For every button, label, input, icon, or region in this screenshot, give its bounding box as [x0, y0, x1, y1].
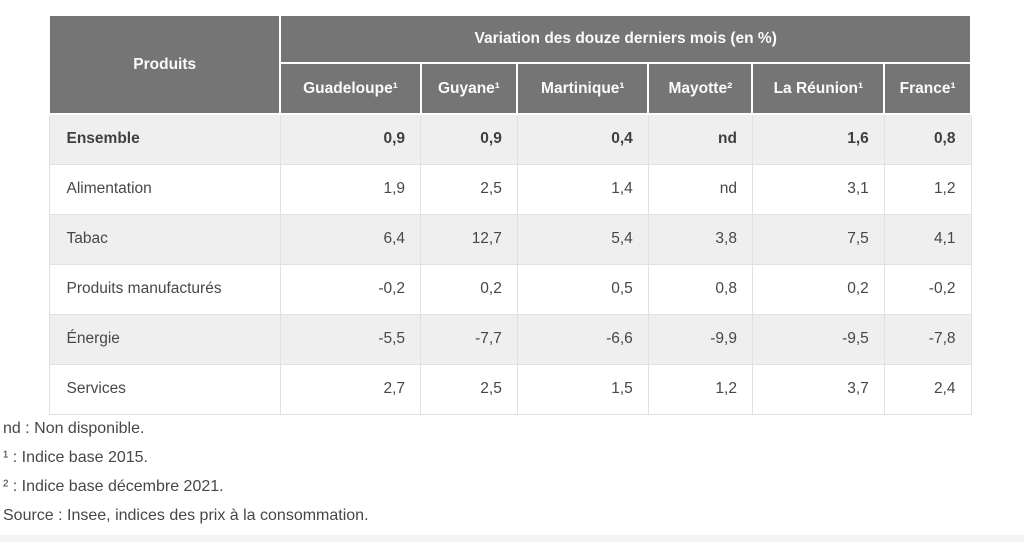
value-cell: 1,6: [751, 113, 885, 165]
value-cell: 1,4: [516, 163, 649, 215]
value-cell: 4,1: [883, 213, 972, 265]
value-cell: 1,2: [647, 363, 753, 415]
row-label: Ensemble: [48, 113, 281, 165]
value-cell: 0,9: [279, 113, 422, 165]
value-cell: -5,5: [279, 313, 422, 365]
value-cell: 12,7: [420, 213, 518, 265]
value-cell: 7,5: [751, 213, 885, 265]
table-row-alimentation: Alimentation 1,9 2,5 1,4 nd 3,1 1,2: [48, 163, 972, 215]
value-cell: 1,5: [516, 363, 649, 415]
value-cell: 1,9: [279, 163, 422, 215]
value-cell: 1,2: [883, 163, 972, 215]
value-cell: -0,2: [279, 263, 422, 315]
value-cell: 2,7: [279, 363, 422, 415]
value-cell: 3,8: [647, 213, 753, 265]
table-row-produits-manufactures: Produits manufacturés -0,2 0,2 0,5 0,8 0…: [48, 263, 972, 315]
value-cell: nd: [647, 163, 753, 215]
value-cell: 0,2: [420, 263, 518, 315]
bottom-divider-strip: [0, 535, 1024, 542]
value-cell: 5,4: [516, 213, 649, 265]
value-cell: -9,5: [751, 313, 885, 365]
value-cell: 2,5: [420, 163, 518, 215]
value-cell: 6,4: [279, 213, 422, 265]
column-header-france: France¹: [883, 62, 972, 115]
value-cell: -7,8: [883, 313, 972, 365]
value-cell: 0,8: [647, 263, 753, 315]
value-cell: nd: [647, 113, 753, 165]
value-cell: 2,4: [883, 363, 972, 415]
group-header-row: Produits Variation des douze derniers mo…: [47, 14, 972, 115]
column-header-produits: Produits: [47, 14, 282, 115]
row-label: Produits manufacturés: [48, 263, 281, 315]
column-header-mayotte: Mayotte²: [647, 62, 754, 115]
value-cell: 0,5: [516, 263, 649, 315]
data-table: Produits Variation des douze derniers mo…: [47, 14, 972, 415]
table-row-tabac: Tabac 6,4 12,7 5,4 3,8 7,5 4,1: [48, 213, 972, 265]
value-cell: 0,2: [751, 263, 885, 315]
row-label: Énergie: [48, 313, 281, 365]
value-cell: -9,9: [647, 313, 753, 365]
row-label: Alimentation: [48, 163, 281, 215]
column-header-la-reunion: La Réunion¹: [751, 62, 886, 115]
value-cell: -7,7: [420, 313, 518, 365]
footnote-base-2015: ¹ : Indice base 2015.: [3, 449, 148, 466]
column-header-guadeloupe: Guadeloupe¹: [279, 62, 422, 115]
price-variation-table: Produits Variation des douze derniers mo…: [47, 14, 972, 415]
value-cell: -6,6: [516, 313, 649, 365]
footnote-base-dec-2021: ² : Indice base décembre 2021.: [3, 478, 224, 495]
value-cell: 3,7: [751, 363, 885, 415]
value-cell: 0,8: [883, 113, 972, 165]
table-row-services: Services 2,7 2,5 1,5 1,2 3,7 2,4: [48, 363, 972, 415]
value-cell: 3,1: [751, 163, 885, 215]
value-cell: 0,9: [420, 113, 518, 165]
row-label: Services: [48, 363, 281, 415]
footnote-nd: nd : Non disponible.: [3, 420, 145, 437]
footnote-source: Source : Insee, indices des prix à la co…: [3, 507, 369, 524]
row-label: Tabac: [48, 213, 281, 265]
table-row-energie: Énergie -5,5 -7,7 -6,6 -9,9 -9,5 -7,8: [48, 313, 972, 365]
column-header-martinique: Martinique¹: [516, 62, 650, 115]
value-cell: 2,5: [420, 363, 518, 415]
footnotes: nd : Non disponible. ¹ : Indice base 201…: [3, 414, 369, 530]
region-header-row: Guadeloupe¹ Guyane¹ Martinique¹ Mayotte²…: [49, 62, 972, 115]
value-cell: 0,4: [516, 113, 649, 165]
table-row-ensemble: Ensemble 0,9 0,9 0,4 nd 1,6 0,8: [48, 113, 972, 165]
value-cell: -0,2: [883, 263, 972, 315]
column-header-guyane: Guyane¹: [419, 62, 519, 115]
group-header-variation: Variation des douze derniers mois (en %): [279, 14, 972, 64]
